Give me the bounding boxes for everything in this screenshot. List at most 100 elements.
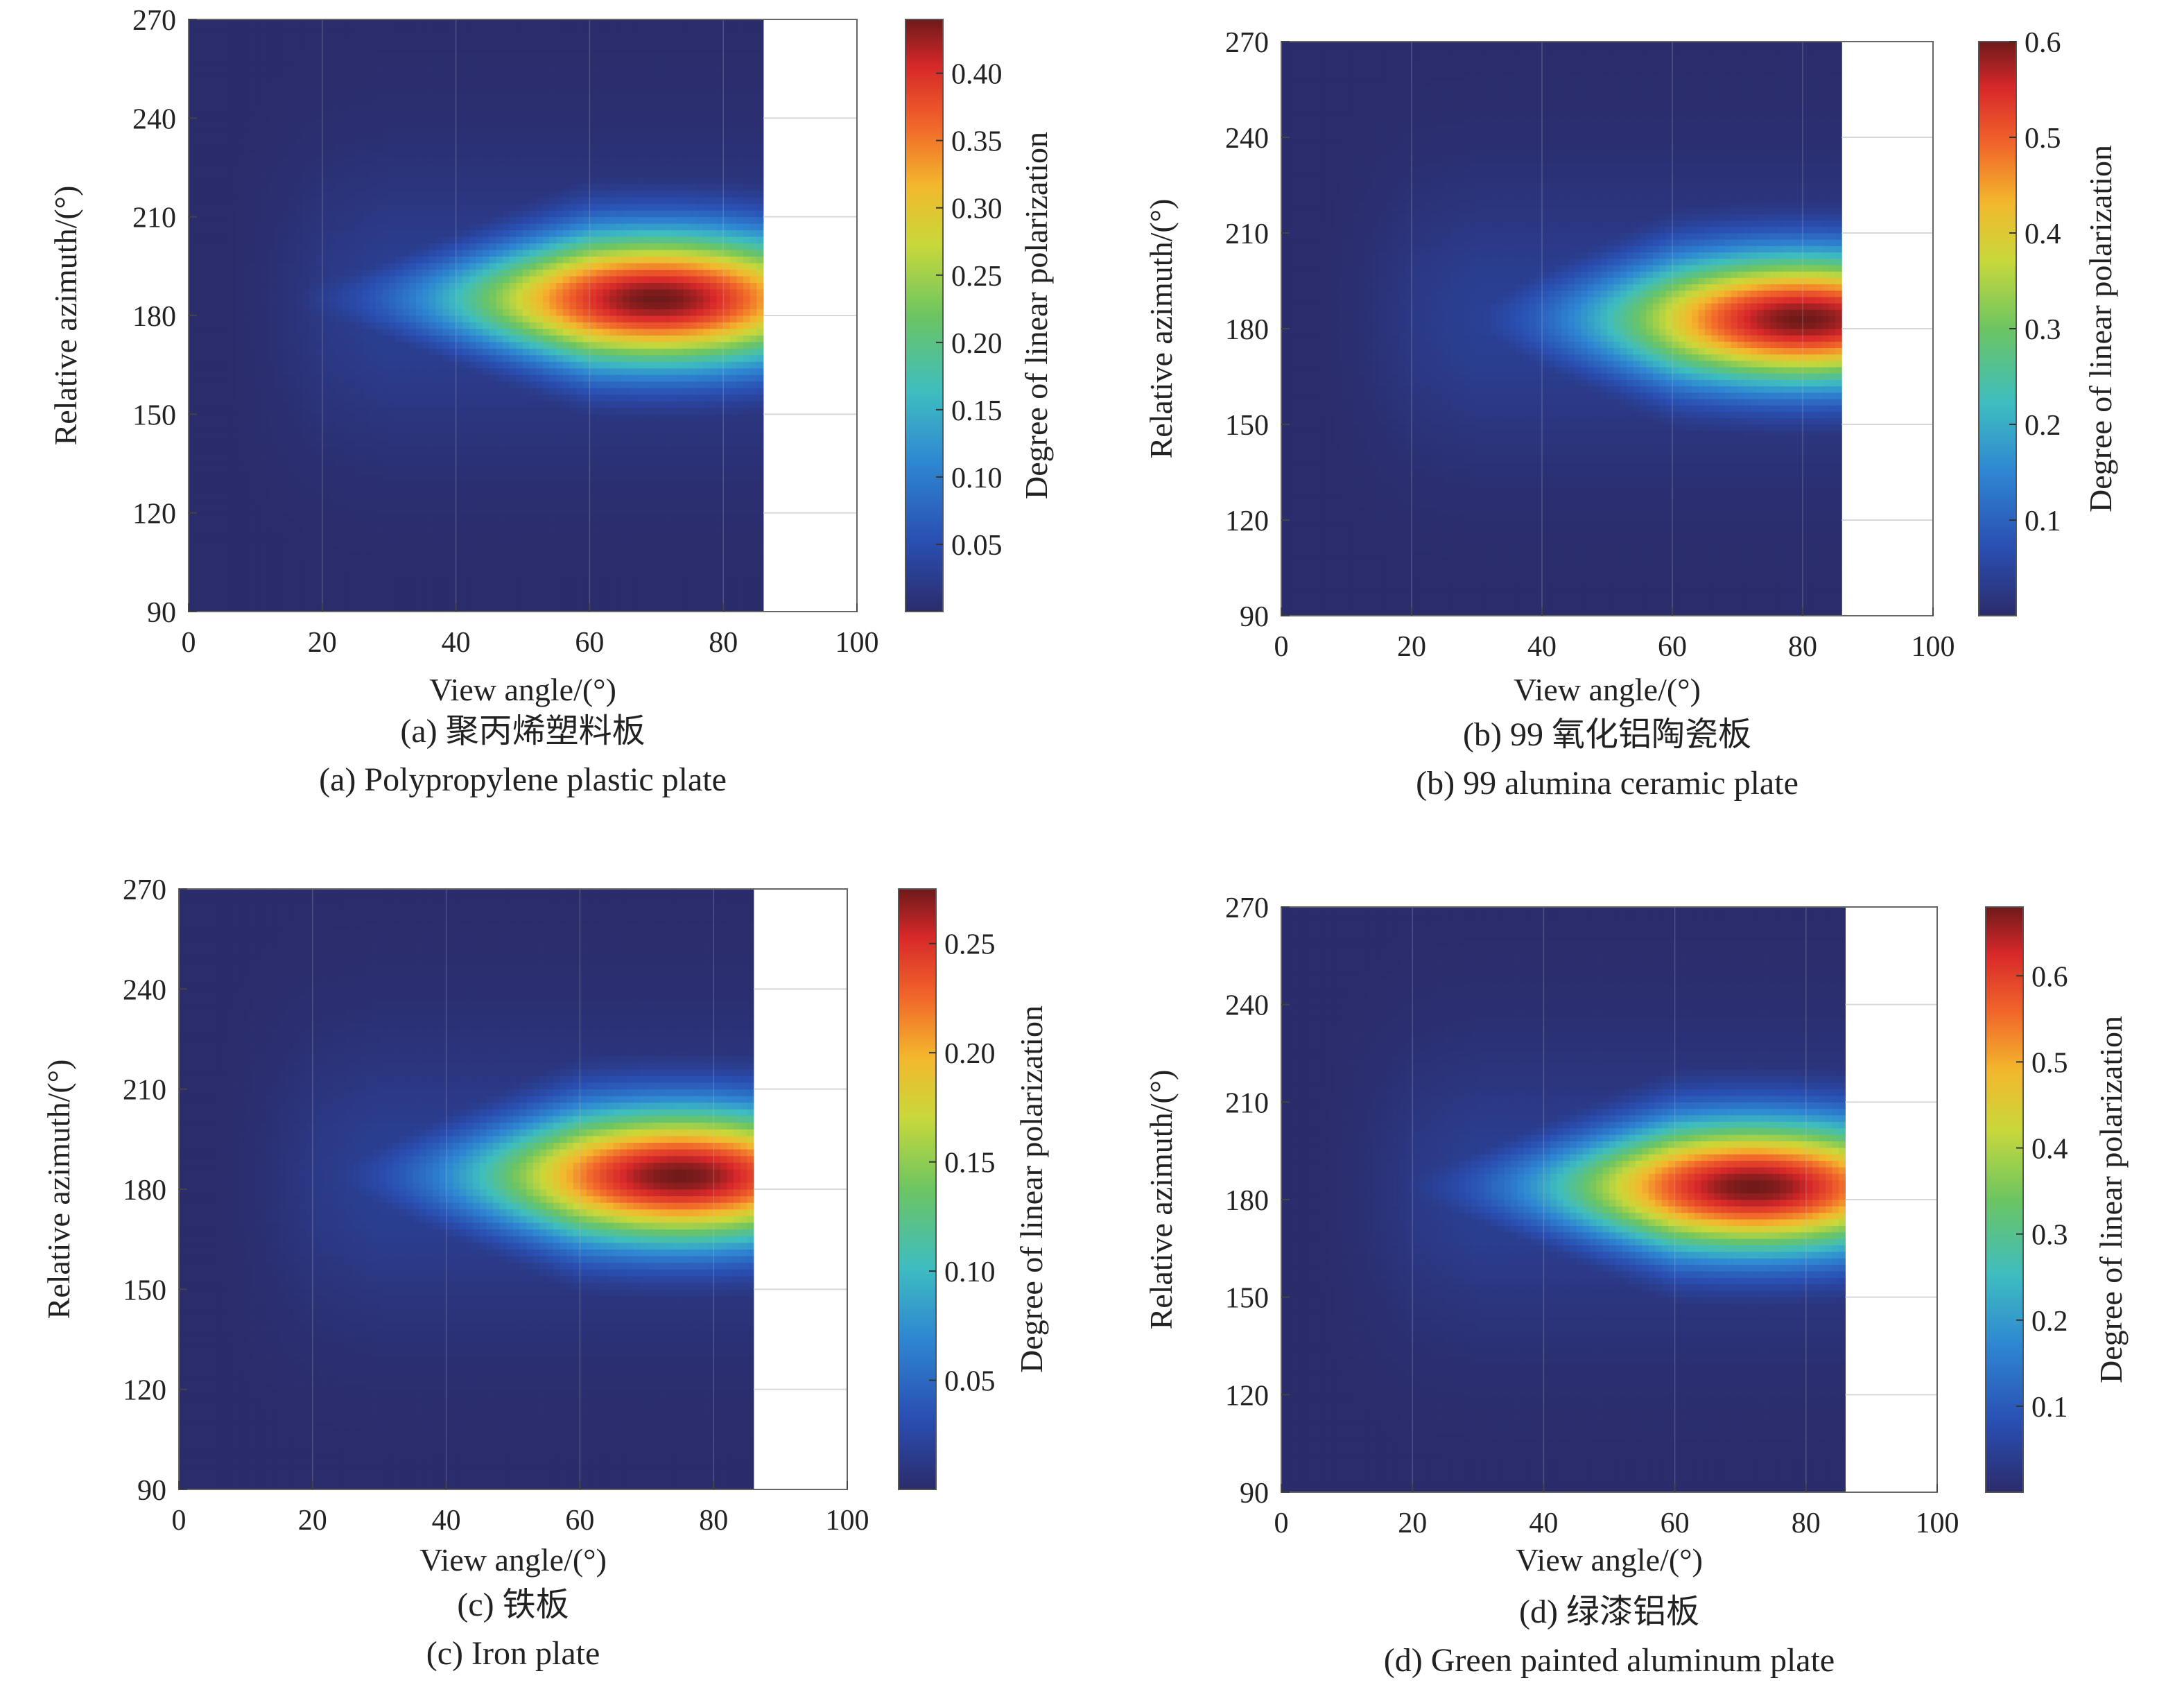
heatmap-cell (302, 559, 309, 566)
heatmap-cell (289, 210, 296, 217)
heatmap-cell (222, 460, 229, 467)
heatmap-cell (336, 474, 343, 481)
heatmap-cell (222, 533, 229, 539)
heatmap-cell (343, 316, 349, 322)
heatmap-cell (309, 519, 316, 526)
heatmap-cell (202, 546, 209, 553)
heatmap-cell (356, 598, 363, 605)
heatmap-cell (295, 296, 302, 303)
heatmap-cell (216, 460, 223, 467)
heatmap-cell (295, 316, 302, 322)
heatmap-cell (249, 480, 256, 487)
heatmap-cell (229, 78, 236, 85)
heatmap-cell (216, 421, 223, 428)
heatmap-cell (275, 519, 282, 526)
heatmap-cell (343, 401, 349, 408)
heatmap-cell (302, 164, 309, 171)
heatmap-cell (222, 197, 229, 204)
heatmap-cell (309, 184, 316, 191)
heatmap-cell (189, 309, 196, 316)
heatmap-cell (322, 374, 329, 381)
heatmap-cell (336, 283, 343, 290)
heatmap-cell (315, 283, 322, 290)
heatmap-cell (322, 395, 329, 401)
heatmap-cell (329, 263, 336, 270)
heatmap-cell (189, 125, 196, 132)
heatmap-cell (289, 204, 296, 211)
heatmap-cell (289, 197, 296, 204)
heatmap-cell (209, 408, 216, 415)
heatmap-cell (255, 572, 262, 579)
heatmap-cell (309, 19, 316, 26)
heatmap-cell (309, 474, 316, 481)
heatmap-cell (216, 257, 223, 263)
heatmap-cell (222, 368, 229, 375)
heatmap-cell (315, 157, 322, 164)
heatmap-cell (295, 368, 302, 375)
heatmap-cell (242, 98, 249, 105)
heatmap-cell (209, 493, 216, 500)
heatmap-cell (269, 46, 276, 53)
heatmap-cell (255, 46, 262, 53)
heatmap-cell (349, 361, 356, 368)
heatmap-cell (343, 355, 349, 362)
heatmap-cell (209, 33, 216, 40)
heatmap-cell (275, 579, 282, 586)
heatmap-cell (196, 191, 202, 198)
heatmap-cell (209, 105, 216, 112)
heatmap-cell (356, 474, 363, 481)
heatmap-cell (189, 230, 196, 237)
heatmap-cell (289, 355, 296, 362)
heatmap-cell (322, 427, 329, 434)
heatmap-cell (336, 592, 343, 599)
heatmap-cell (269, 98, 276, 105)
heatmap-cell (315, 546, 322, 553)
heatmap-cell (315, 144, 322, 151)
heatmap-cell (255, 506, 262, 513)
heatmap-cell (309, 408, 316, 415)
heatmap-cell (209, 263, 216, 270)
heatmap-cell (242, 493, 249, 500)
heatmap-cell (336, 513, 343, 520)
heatmap-cell (209, 381, 216, 388)
heatmap-cell (209, 309, 216, 316)
heatmap-cell (242, 474, 249, 481)
heatmap-cell (229, 401, 236, 408)
heatmap-cell (202, 276, 209, 283)
heatmap-cell (269, 374, 276, 381)
heatmap-cell (262, 316, 269, 322)
heatmap-cell (216, 453, 223, 460)
heatmap-cell (216, 329, 223, 336)
heatmap-cell (222, 598, 229, 605)
heatmap-cell (209, 553, 216, 560)
heatmap-cell (269, 118, 276, 125)
heatmap-cell (309, 566, 316, 573)
heatmap-cell (302, 157, 309, 164)
heatmap-cell (295, 355, 302, 362)
heatmap-cell (216, 138, 223, 145)
heatmap-cell (295, 46, 302, 53)
heatmap-cell (329, 329, 336, 336)
heatmap-cell (289, 19, 296, 26)
heatmap-cell (315, 526, 322, 533)
heatmap-cell (235, 125, 242, 132)
heatmap-cell (302, 513, 309, 520)
heatmap-cell (343, 125, 349, 132)
heatmap-cell (282, 19, 289, 26)
heatmap-cell (189, 559, 196, 566)
heatmap-cell (322, 171, 329, 178)
heatmap-cell (322, 316, 329, 322)
heatmap-cell (269, 157, 276, 164)
heatmap-cell (309, 191, 316, 198)
heatmap-cell (229, 33, 236, 40)
heatmap-cell (356, 453, 363, 460)
heatmap-cell (216, 197, 223, 204)
heatmap-cell (269, 361, 276, 368)
heatmap-cell (282, 539, 289, 546)
heatmap-cell (235, 408, 242, 415)
heatmap-cell (202, 401, 209, 408)
heatmap-cell (343, 46, 349, 53)
heatmap-cell (302, 500, 309, 507)
heatmap-cell (295, 178, 302, 184)
heatmap-cell (275, 46, 282, 53)
